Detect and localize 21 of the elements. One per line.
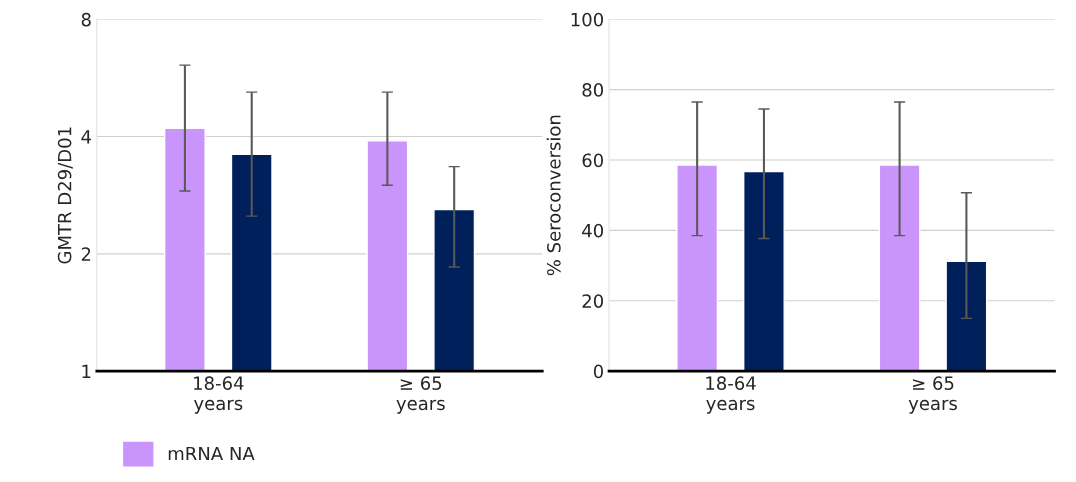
y-tick-label: 2	[81, 247, 91, 261]
y-tick-label: 4	[81, 130, 91, 144]
y-tick-label: 80	[582, 83, 604, 97]
y-tick-label: 8	[81, 12, 91, 27]
y-tick-label: 0	[593, 364, 604, 379]
y-axis-title: GMTR D29/D01	[57, 127, 73, 264]
y-tick-label: 1	[82, 364, 91, 378]
y-tick-label: 60	[582, 153, 604, 168]
x-tick-label: 18-64 years	[194, 376, 244, 414]
legend-label: mRNA NA	[168, 446, 255, 461]
bar	[945, 260, 988, 372]
y-axis-title: % Seroconversion	[546, 115, 561, 276]
x-tick-label: ≥ 65 years	[908, 376, 957, 414]
y-tick-label: 40	[582, 223, 604, 238]
bar	[676, 164, 719, 372]
bar	[878, 164, 921, 372]
x-tick-label: ≥ 65 years	[396, 376, 445, 414]
x-tick-label: 18-64 years	[706, 376, 756, 414]
bar	[743, 170, 785, 372]
y-tick-label: 20	[582, 294, 604, 308]
y-tick-label: 100	[571, 12, 604, 27]
